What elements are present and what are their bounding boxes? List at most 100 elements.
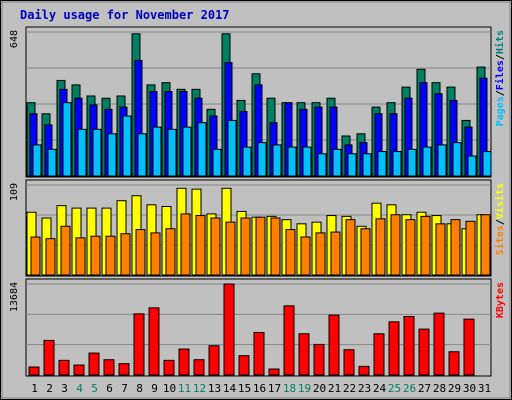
bar-pages-day-29 <box>452 142 462 177</box>
bar-sites-day-6 <box>105 235 116 276</box>
x-tick-label: 2 <box>46 382 53 395</box>
bar-kbytes-day-1 <box>28 366 40 376</box>
panel-max-label: 109 <box>9 183 20 201</box>
bar-sites-day-15 <box>240 217 251 276</box>
bar-pages-day-14 <box>227 119 237 177</box>
bar-pages-day-8 <box>137 133 147 177</box>
bar-pages-day-19 <box>302 146 312 177</box>
bar-sites-day-29 <box>450 219 461 276</box>
legend-item: / <box>495 54 506 60</box>
bar-kbytes-day-17 <box>268 368 280 376</box>
bar-sites-day-20 <box>315 232 326 276</box>
panel-hits-files-pages: 648 Pages/Files/Hits <box>9 26 506 178</box>
x-tick-label: 23 <box>358 382 371 395</box>
x-tick-label: 5 <box>91 382 98 395</box>
x-tick-label: 24 <box>373 382 387 395</box>
x-tick-label: 14 <box>223 382 237 395</box>
bar-kbytes-day-28 <box>433 312 445 376</box>
bar-kbytes-day-3 <box>58 359 70 376</box>
bar-pages-day-16 <box>257 142 267 177</box>
bar-sites-day-28 <box>435 223 446 276</box>
bar-pages-day-31 <box>482 151 492 177</box>
bar-kbytes-day-29 <box>448 351 460 376</box>
x-tick-label: 3 <box>61 382 68 395</box>
x-tick-label: 31 <box>478 382 491 395</box>
x-tick-label: 10 <box>163 382 176 395</box>
bar-pages-day-27 <box>422 146 432 177</box>
panel-legend: KBytes <box>495 282 506 318</box>
bar-pages-day-26 <box>407 148 417 177</box>
bar-sites-day-31 <box>480 214 491 276</box>
x-tick-label: 11 <box>178 382 191 395</box>
x-tick-label: 30 <box>463 382 476 395</box>
bar-kbytes-day-4 <box>73 364 85 376</box>
bar-kbytes-day-15 <box>238 355 250 376</box>
legend-item: Pages <box>495 96 506 126</box>
panel-visits-sites: 109 Sites/Visits <box>9 179 506 277</box>
x-tick-label: 1 <box>31 382 38 395</box>
bar-kbytes-day-12 <box>193 359 205 376</box>
bar-pages-day-5 <box>92 128 102 177</box>
bar-sites-day-3 <box>60 225 71 276</box>
bar-pages-day-6 <box>107 133 117 177</box>
bar-kbytes-day-25 <box>388 321 400 376</box>
bar-pages-day-13 <box>212 148 222 177</box>
bar-sites-day-22 <box>345 219 356 276</box>
x-tick-label: 18 <box>283 382 296 395</box>
x-tick-label: 20 <box>313 382 326 395</box>
x-tick-label: 17 <box>268 382 281 395</box>
bar-kbytes-day-14 <box>223 283 235 376</box>
bar-kbytes-day-21 <box>328 314 340 376</box>
bar-kbytes-day-2 <box>43 339 55 376</box>
x-tick-label: 25 <box>388 382 401 395</box>
legend-item: / <box>495 90 506 96</box>
bar-sites-day-9 <box>150 232 161 276</box>
bar-kbytes-day-8 <box>133 313 145 376</box>
x-tick-label: 27 <box>418 382 431 395</box>
bar-kbytes-day-5 <box>88 352 100 376</box>
bar-pages-day-24 <box>377 151 387 177</box>
bar-kbytes-day-26 <box>403 315 415 376</box>
x-tick-label: 6 <box>106 382 113 395</box>
bar-sites-day-21 <box>330 231 341 276</box>
bar-pages-day-25 <box>392 151 402 177</box>
bar-sites-day-30 <box>465 220 476 276</box>
bar-sites-day-14 <box>225 221 236 276</box>
x-tick-label: 22 <box>343 382 356 395</box>
bar-sites-day-5 <box>90 235 101 276</box>
bar-sites-day-13 <box>210 217 221 276</box>
bar-kbytes-day-19 <box>298 333 310 376</box>
panel-max-label: 13684 <box>9 282 20 312</box>
bar-sites-day-27 <box>420 215 431 276</box>
panel-legend: Pages/Files/Hits <box>494 30 506 126</box>
bar-sites-day-16 <box>255 216 266 276</box>
bar-pages-day-1 <box>32 144 42 177</box>
bar-kbytes-day-9 <box>148 307 160 376</box>
bar-sites-day-2 <box>45 238 56 276</box>
bar-kbytes-day-30 <box>463 318 475 376</box>
x-tick-label: 26 <box>403 382 416 395</box>
bar-sites-day-17 <box>270 217 281 276</box>
bar-kbytes-day-18 <box>283 305 295 376</box>
bar-pages-day-2 <box>47 148 57 177</box>
panel-max-label: 648 <box>9 30 20 48</box>
bar-sites-day-4 <box>75 237 86 276</box>
x-tick-label: 12 <box>193 382 206 395</box>
bar-kbytes-day-10 <box>163 359 175 376</box>
bar-pages-day-22 <box>347 153 357 177</box>
bar-kbytes-day-13 <box>208 345 220 376</box>
bar-sites-day-26 <box>405 219 416 276</box>
bar-sites-day-23 <box>360 228 371 276</box>
x-tick-label: 9 <box>151 382 158 395</box>
bar-pages-day-28 <box>437 144 447 177</box>
x-tick-label: 13 <box>208 382 221 395</box>
bar-sites-day-24 <box>375 218 386 276</box>
bar-kbytes-day-27 <box>418 328 430 376</box>
x-tick-label: 29 <box>448 382 461 395</box>
bar-pages-day-9 <box>152 126 162 177</box>
bar-kbytes-day-24 <box>373 333 385 376</box>
bar-pages-day-18 <box>287 146 297 177</box>
legend-item: / <box>495 219 506 225</box>
